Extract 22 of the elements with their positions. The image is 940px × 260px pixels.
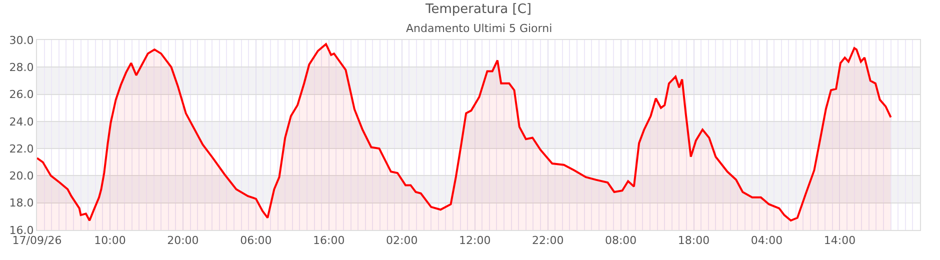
y-tick-label: 20.0 [9, 170, 34, 183]
y-tick-label: 22.0 [9, 142, 34, 156]
x-tick-label: 16:00 [313, 234, 345, 248]
x-tick-label: 08:00 [604, 234, 637, 248]
x-tick-label: 10:00 [94, 234, 126, 248]
y-tick-label: 24.0 [9, 115, 34, 128]
y-tick-label: 16.0 [9, 224, 34, 237]
y-tick-label: 26.0 [9, 88, 34, 102]
x-tick-label: 20:00 [167, 234, 199, 248]
x-tick-label: 22:00 [532, 234, 564, 248]
x-tick-label: 17/09/26 [12, 234, 62, 248]
chart-subtitle: Andamento Ultimi 5 Giorni [406, 22, 552, 35]
x-tick-label: 04:00 [750, 234, 783, 248]
x-tick-label: 14:00 [824, 234, 856, 248]
y-tick-label: 18.0 [9, 196, 34, 210]
chart-title: Temperatura [C] [424, 2, 532, 17]
y-tick-label: 30.0 [9, 34, 34, 47]
x-tick-label: 02:00 [386, 234, 418, 248]
x-tick-label: 12:00 [459, 234, 491, 248]
y-tick-label: 28.0 [9, 60, 34, 74]
x-tick-label: 06:00 [240, 234, 272, 248]
x-tick-label: 18:00 [678, 234, 710, 248]
